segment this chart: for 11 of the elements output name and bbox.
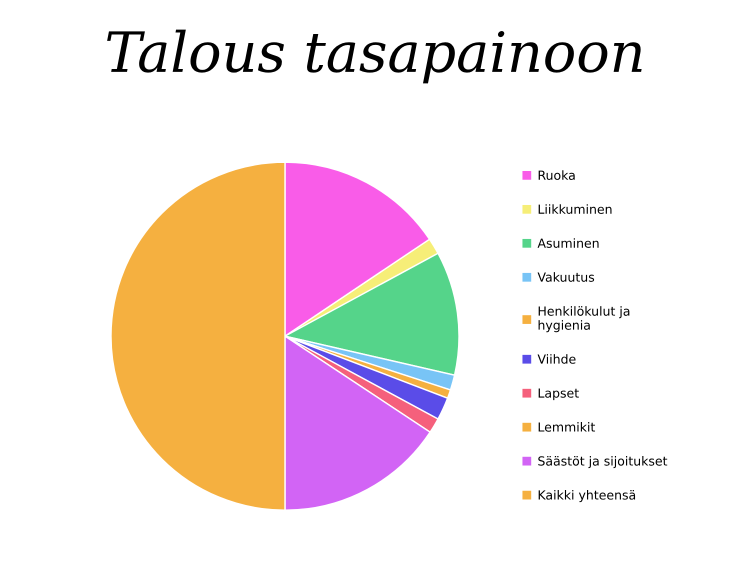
legend-label: Liikkuminen	[538, 204, 612, 214]
legend-label: Lapset	[538, 388, 579, 400]
legend-label: Lemmikit	[538, 422, 596, 432]
legend-label: Kaikki yhteensä	[538, 490, 636, 502]
chart-title: Talous tasapainoon	[107, 30, 642, 84]
legend-label: Asuminen	[538, 238, 599, 248]
legend-label: Säästöt ja sijoitukset	[538, 456, 668, 468]
legend-label: Ruoka	[538, 170, 575, 180]
legend-label: Henkilökulut ja hygienia	[538, 306, 630, 332]
legend-label: Viihde	[538, 354, 576, 364]
legend-label: Vakuutus	[538, 272, 594, 282]
